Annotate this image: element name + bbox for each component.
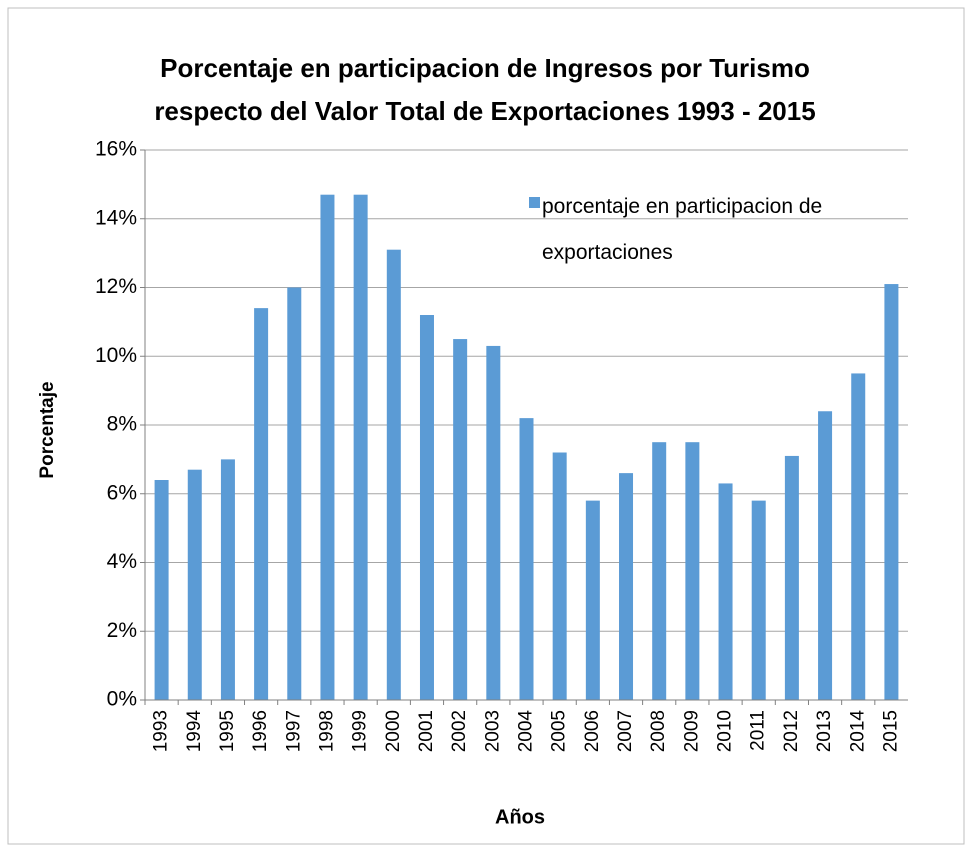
bar [751, 500, 766, 700]
y-tick-label: 16% [95, 138, 137, 161]
bar [486, 345, 501, 700]
y-tick-label: 0% [107, 688, 137, 711]
x-tick-label: 2013 [814, 710, 835, 752]
y-tick-label: 14% [95, 206, 137, 229]
bar [453, 339, 468, 700]
bar [419, 315, 434, 700]
x-tick-label: 2006 [582, 710, 603, 752]
bar [851, 373, 866, 700]
bar [818, 411, 833, 700]
bar [386, 249, 401, 700]
x-tick-label: 2000 [383, 710, 404, 752]
bar [718, 483, 733, 700]
bar [254, 308, 269, 700]
x-tick-label: 1999 [350, 710, 371, 752]
x-tick-label: 2012 [781, 710, 802, 752]
bar [652, 442, 667, 700]
chart-title: Porcentaje en participacion de Ingresos … [160, 53, 810, 83]
bar [519, 418, 534, 700]
x-tick-label: 2009 [681, 710, 702, 752]
legend-swatch [529, 197, 540, 208]
x-tick-label: 1995 [217, 710, 238, 752]
y-tick-label: 8% [107, 413, 137, 436]
x-tick-label: 2007 [615, 710, 636, 752]
bar [552, 452, 567, 700]
y-tick-label: 12% [95, 275, 137, 298]
x-tick-label: 2005 [549, 710, 570, 752]
bar [619, 473, 634, 700]
bar [287, 287, 302, 700]
y-tick-label: 4% [107, 550, 137, 573]
chart-border [7, 7, 965, 845]
x-tick-label: 2014 [847, 710, 868, 753]
x-axis-label: Años [495, 806, 545, 828]
y-axis-label: Porcentaje [37, 381, 58, 478]
bar [220, 459, 235, 700]
x-tick-label: 2011 [748, 710, 769, 751]
bar [154, 480, 169, 700]
bar [320, 194, 335, 700]
legend-label: porcentaje en participacion de exportaci… [542, 195, 823, 264]
bar [585, 500, 600, 700]
y-tick-label: 6% [107, 481, 137, 504]
x-tick-label: 2015 [880, 710, 901, 752]
bar [884, 284, 899, 700]
x-tick-label: 2003 [482, 710, 503, 752]
chart-title: respecto del Valor Total de Exportacione… [154, 96, 815, 126]
y-tick-label: 2% [107, 619, 137, 642]
x-tick-label: 2004 [516, 710, 537, 753]
bar [353, 194, 368, 700]
bar [784, 455, 799, 700]
x-tick-label: 1998 [316, 710, 337, 752]
bar [187, 469, 202, 700]
bar [685, 442, 700, 700]
x-tick-label: 2008 [648, 710, 669, 752]
x-tick-label: 2001 [416, 710, 437, 752]
x-tick-label: 1996 [250, 710, 271, 752]
x-tick-label: 2002 [449, 710, 470, 752]
x-tick-label: 1993 [151, 710, 172, 752]
x-tick-label: 2010 [715, 710, 736, 752]
x-tick-label: 1994 [184, 710, 205, 753]
y-tick-label: 10% [95, 344, 137, 367]
x-tick-label: 1997 [283, 710, 304, 752]
